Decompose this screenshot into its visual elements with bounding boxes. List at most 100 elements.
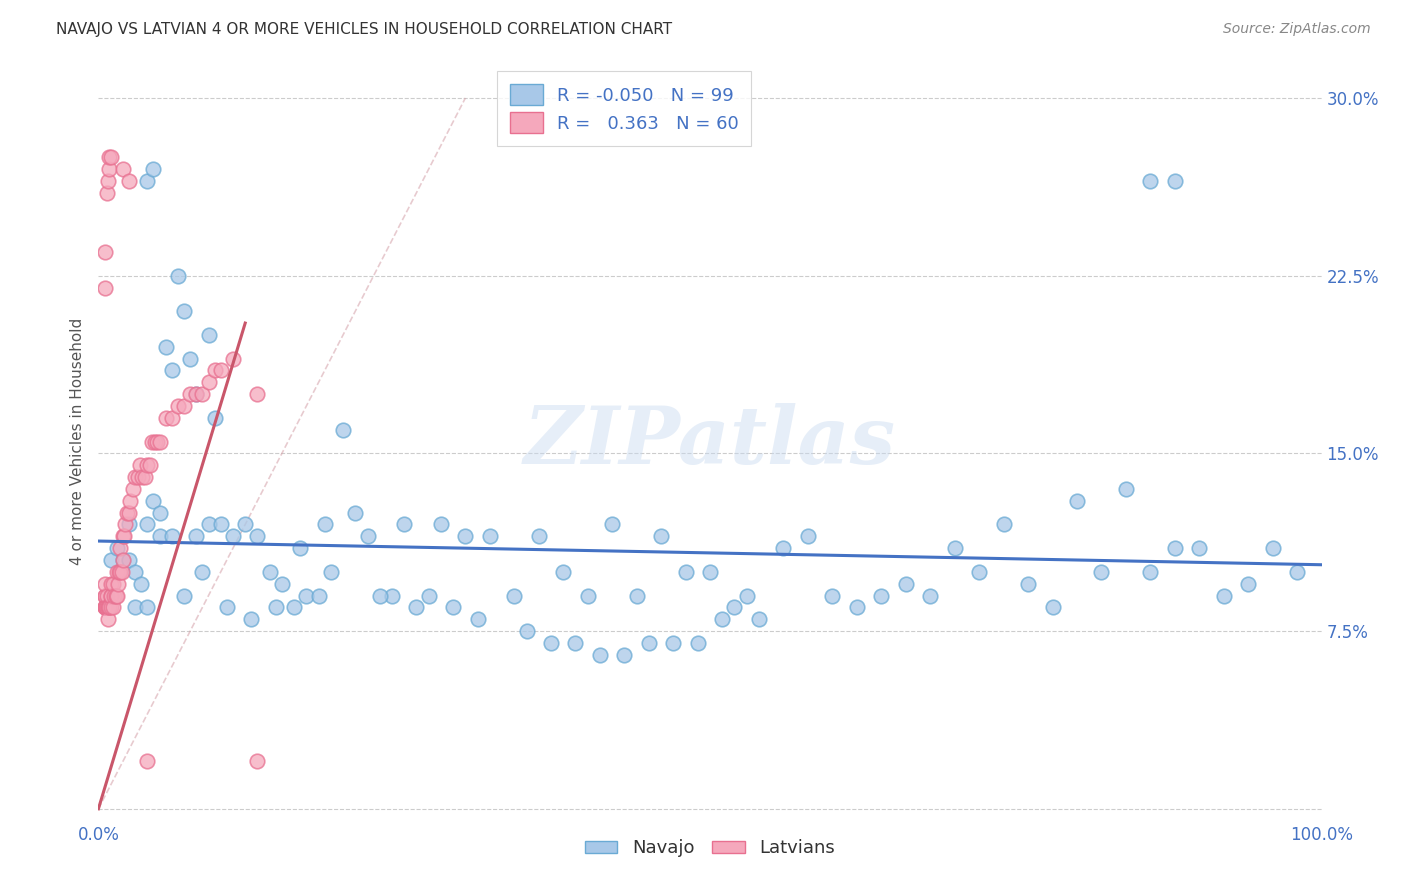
- Point: [1188, 541, 1211, 556]
- Point: [173, 304, 195, 318]
- Point: [124, 600, 146, 615]
- Point: [94, 600, 117, 615]
- Point: [197, 376, 219, 390]
- Point: [149, 434, 172, 449]
- Point: [723, 600, 745, 615]
- Point: [93, 576, 115, 591]
- Point: [418, 589, 440, 603]
- Point: [308, 589, 330, 603]
- Point: [98, 162, 121, 177]
- Point: [392, 517, 416, 532]
- Point: [319, 565, 342, 579]
- Point: [222, 529, 245, 543]
- Point: [149, 506, 172, 520]
- Point: [136, 600, 159, 615]
- Point: [209, 363, 232, 377]
- Point: [94, 600, 117, 615]
- Point: [121, 482, 143, 496]
- Point: [179, 351, 201, 366]
- Point: [1164, 174, 1187, 188]
- Point: [93, 244, 115, 259]
- Point: [540, 636, 562, 650]
- Point: [100, 600, 122, 615]
- Point: [1286, 565, 1309, 579]
- Point: [118, 174, 141, 188]
- Point: [96, 600, 118, 615]
- Point: [821, 589, 844, 603]
- Point: [111, 162, 134, 177]
- Point: [1139, 565, 1161, 579]
- Point: [179, 387, 201, 401]
- Point: [204, 410, 226, 425]
- Point: [134, 470, 156, 484]
- Point: [1042, 600, 1064, 615]
- Point: [110, 541, 132, 556]
- Point: [93, 600, 115, 615]
- Legend: Navajo, Latvians: Navajo, Latvians: [578, 832, 842, 864]
- Point: [993, 517, 1015, 532]
- Point: [105, 541, 128, 556]
- Point: [93, 600, 115, 615]
- Point: [240, 612, 263, 626]
- Point: [167, 268, 190, 283]
- Point: [283, 600, 305, 615]
- Point: [107, 576, 129, 591]
- Point: [870, 589, 893, 603]
- Point: [141, 434, 163, 449]
- Point: [111, 565, 134, 579]
- Point: [191, 387, 214, 401]
- Point: [967, 565, 990, 579]
- Point: [93, 280, 115, 294]
- Point: [93, 600, 115, 615]
- Point: [197, 327, 219, 342]
- Point: [920, 589, 942, 603]
- Point: [98, 150, 121, 164]
- Point: [136, 755, 159, 769]
- Point: [270, 576, 294, 591]
- Point: [100, 589, 122, 603]
- Point: [797, 529, 820, 543]
- Point: [344, 506, 367, 520]
- Point: [454, 529, 477, 543]
- Point: [103, 589, 125, 603]
- Point: [699, 565, 721, 579]
- Point: [186, 387, 208, 401]
- Point: [527, 529, 550, 543]
- Point: [246, 529, 269, 543]
- Point: [515, 624, 537, 639]
- Point: [129, 576, 152, 591]
- Point: [748, 612, 770, 626]
- Point: [129, 458, 152, 473]
- Point: [845, 600, 868, 615]
- Point: [259, 565, 281, 579]
- Point: [637, 636, 661, 650]
- Point: [105, 589, 128, 603]
- Point: [467, 612, 489, 626]
- Text: Source: ZipAtlas.com: Source: ZipAtlas.com: [1223, 22, 1371, 37]
- Point: [111, 553, 134, 567]
- Point: [191, 565, 214, 579]
- Point: [1139, 174, 1161, 188]
- Point: [101, 576, 124, 591]
- Point: [105, 565, 128, 579]
- Point: [943, 541, 966, 556]
- Point: [332, 423, 354, 437]
- Point: [160, 363, 183, 377]
- Point: [146, 434, 169, 449]
- Point: [160, 529, 183, 543]
- Point: [1212, 589, 1234, 603]
- Point: [264, 600, 287, 615]
- Point: [114, 517, 136, 532]
- Point: [104, 589, 127, 603]
- Point: [93, 589, 115, 603]
- Point: [381, 589, 404, 603]
- Point: [93, 589, 115, 603]
- Point: [772, 541, 794, 556]
- Point: [711, 612, 734, 626]
- Point: [186, 387, 208, 401]
- Point: [356, 529, 378, 543]
- Point: [97, 174, 120, 188]
- Point: [136, 458, 159, 473]
- Point: [100, 553, 122, 567]
- Point: [1115, 482, 1137, 496]
